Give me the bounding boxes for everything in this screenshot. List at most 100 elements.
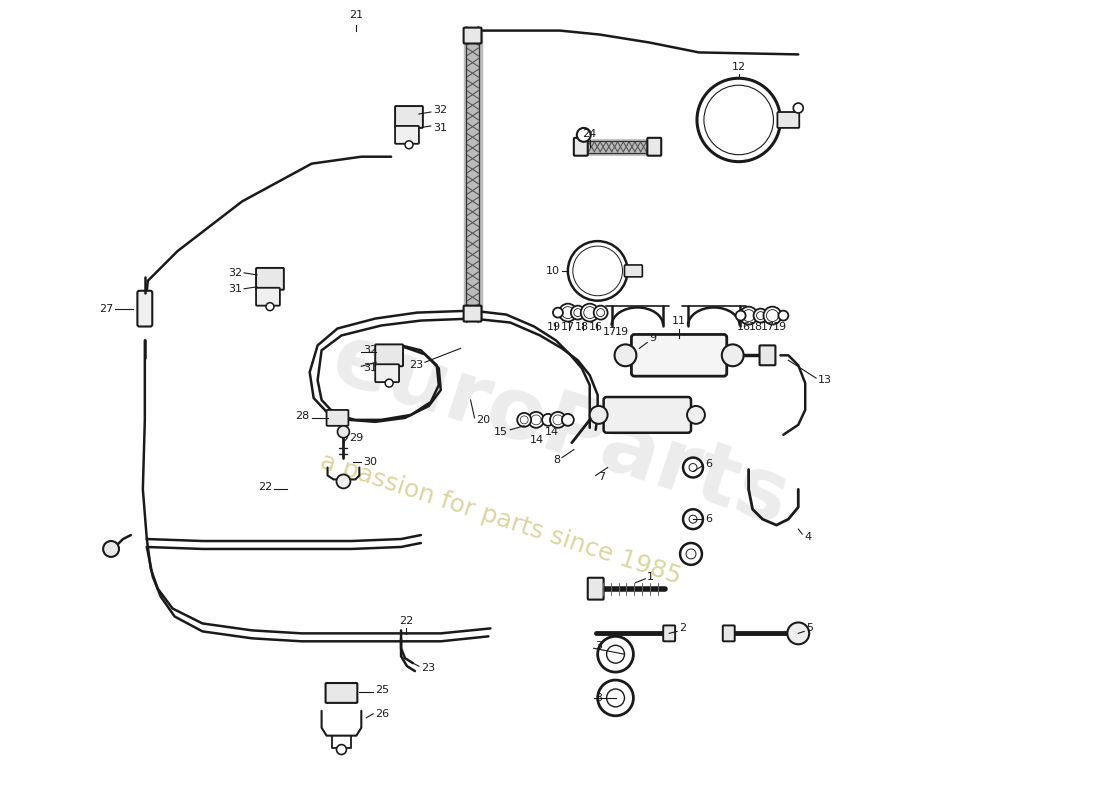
- FancyBboxPatch shape: [256, 268, 284, 290]
- Text: 28: 28: [296, 411, 310, 421]
- Circle shape: [266, 302, 274, 310]
- FancyBboxPatch shape: [375, 344, 403, 366]
- Circle shape: [517, 413, 531, 427]
- Circle shape: [689, 463, 697, 471]
- Text: euroParts: euroParts: [321, 317, 799, 542]
- Circle shape: [405, 141, 412, 149]
- Text: 12: 12: [732, 62, 746, 72]
- Circle shape: [550, 412, 565, 428]
- Circle shape: [597, 636, 634, 672]
- Circle shape: [338, 426, 350, 438]
- Circle shape: [704, 86, 773, 154]
- Circle shape: [597, 680, 634, 716]
- Text: 2: 2: [679, 623, 686, 634]
- FancyBboxPatch shape: [463, 28, 482, 43]
- Circle shape: [742, 310, 755, 322]
- FancyBboxPatch shape: [631, 334, 727, 376]
- FancyBboxPatch shape: [327, 410, 349, 426]
- FancyBboxPatch shape: [647, 138, 661, 156]
- FancyBboxPatch shape: [759, 346, 775, 366]
- Circle shape: [559, 304, 576, 322]
- Circle shape: [688, 406, 705, 424]
- Circle shape: [606, 646, 625, 663]
- Text: 23: 23: [421, 663, 434, 673]
- Text: 3: 3: [596, 642, 603, 651]
- Circle shape: [754, 309, 768, 322]
- Text: 8: 8: [553, 454, 560, 465]
- Circle shape: [553, 415, 563, 425]
- Circle shape: [103, 541, 119, 557]
- FancyBboxPatch shape: [375, 364, 399, 382]
- Circle shape: [779, 310, 789, 321]
- Text: 14: 14: [544, 426, 559, 437]
- FancyBboxPatch shape: [723, 626, 735, 642]
- FancyBboxPatch shape: [463, 306, 482, 322]
- Circle shape: [594, 306, 607, 319]
- Circle shape: [763, 306, 781, 325]
- Circle shape: [596, 309, 605, 317]
- FancyBboxPatch shape: [395, 106, 422, 128]
- FancyBboxPatch shape: [256, 288, 279, 306]
- Text: 7: 7: [597, 473, 605, 482]
- Text: 22: 22: [399, 617, 414, 626]
- Text: 5: 5: [806, 623, 813, 634]
- FancyBboxPatch shape: [625, 265, 642, 277]
- Text: 15: 15: [494, 426, 508, 437]
- Circle shape: [606, 689, 625, 707]
- Text: 32: 32: [432, 105, 447, 115]
- Text: 32: 32: [228, 268, 242, 278]
- FancyBboxPatch shape: [587, 578, 604, 600]
- Text: 13: 13: [818, 375, 832, 385]
- Text: 17: 17: [603, 327, 617, 338]
- Circle shape: [757, 312, 764, 319]
- Text: 16: 16: [588, 322, 603, 331]
- Circle shape: [683, 458, 703, 478]
- Text: 11: 11: [672, 315, 686, 326]
- Circle shape: [581, 304, 598, 322]
- Text: 6: 6: [705, 458, 712, 469]
- Circle shape: [542, 414, 554, 426]
- Circle shape: [571, 306, 585, 319]
- Circle shape: [722, 344, 744, 366]
- Text: 18: 18: [748, 322, 762, 331]
- Circle shape: [562, 414, 574, 426]
- Circle shape: [793, 103, 803, 113]
- Circle shape: [562, 306, 574, 318]
- Circle shape: [788, 622, 810, 644]
- FancyBboxPatch shape: [663, 626, 675, 642]
- Circle shape: [568, 241, 627, 301]
- Text: 17: 17: [760, 322, 774, 331]
- Text: 25: 25: [375, 685, 389, 695]
- Text: 9: 9: [649, 334, 657, 343]
- Text: 19: 19: [615, 327, 628, 338]
- Text: 4: 4: [804, 532, 812, 542]
- Text: 18: 18: [574, 322, 589, 331]
- Text: 3: 3: [596, 693, 603, 703]
- Text: 27: 27: [99, 304, 113, 314]
- Text: 31: 31: [363, 363, 377, 374]
- Circle shape: [680, 543, 702, 565]
- Text: 24: 24: [583, 129, 597, 139]
- Text: 17: 17: [561, 322, 575, 331]
- Circle shape: [553, 308, 563, 318]
- Circle shape: [697, 78, 780, 162]
- Text: 29: 29: [350, 433, 364, 442]
- Text: 19: 19: [547, 322, 561, 331]
- Text: 30: 30: [363, 457, 377, 466]
- Text: 31: 31: [432, 123, 447, 133]
- Circle shape: [739, 306, 758, 325]
- Text: 22: 22: [257, 482, 272, 492]
- Circle shape: [520, 416, 528, 424]
- FancyBboxPatch shape: [395, 126, 419, 144]
- Text: 23: 23: [409, 360, 422, 370]
- Text: 10: 10: [546, 266, 560, 276]
- Circle shape: [573, 246, 623, 296]
- Text: 21: 21: [350, 10, 363, 20]
- FancyBboxPatch shape: [574, 138, 587, 156]
- Circle shape: [689, 515, 697, 523]
- Text: 32: 32: [363, 346, 377, 355]
- Text: 1: 1: [647, 572, 654, 582]
- Circle shape: [736, 310, 746, 321]
- FancyBboxPatch shape: [778, 112, 800, 128]
- FancyBboxPatch shape: [138, 290, 152, 326]
